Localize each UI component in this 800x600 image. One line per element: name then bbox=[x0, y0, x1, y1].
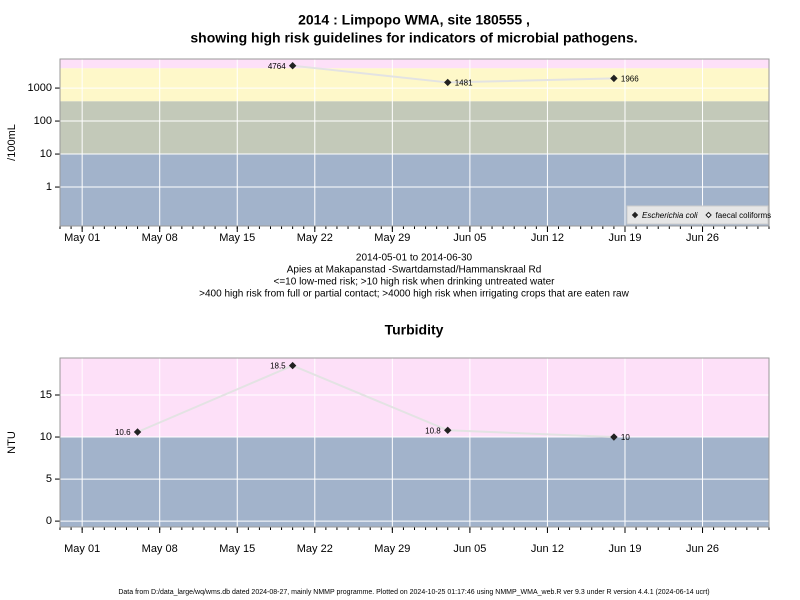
risk-band bbox=[60, 68, 769, 102]
legend-marker bbox=[705, 211, 712, 219]
annotation: <=10 low-med risk; >10 high risk when dr… bbox=[274, 277, 556, 288]
data-label: 1966 bbox=[621, 74, 639, 83]
y-tick-label: 1 bbox=[46, 181, 52, 193]
y-axis-label: /100mL bbox=[6, 124, 18, 161]
y-tick-label: 5 bbox=[46, 473, 52, 485]
plot-border bbox=[59, 58, 770, 227]
x-tick-label: May 08 bbox=[142, 543, 178, 555]
data-label: 10 bbox=[621, 433, 630, 442]
data-point bbox=[133, 428, 142, 436]
x-tick-label: Jun 19 bbox=[608, 232, 641, 244]
x-tick-label: Jun 05 bbox=[453, 232, 486, 244]
y-tick-label: 15 bbox=[40, 389, 52, 401]
risk-band bbox=[60, 437, 769, 527]
x-tick-label: May 15 bbox=[219, 232, 255, 244]
data-point bbox=[444, 426, 452, 435]
x-tick-label: May 08 bbox=[142, 232, 178, 244]
risk-band bbox=[60, 59, 769, 69]
legend-box bbox=[626, 205, 769, 225]
data-point bbox=[288, 61, 297, 70]
data-label: 1481 bbox=[455, 79, 473, 88]
risk-band bbox=[60, 358, 769, 438]
data-point bbox=[610, 433, 618, 441]
data-label: 10.8 bbox=[425, 426, 441, 435]
x-tick-label: Jun 05 bbox=[453, 543, 486, 555]
annotation: Apies at Makapanstad -Swartdamstad/Hamma… bbox=[287, 265, 542, 276]
legend-marker bbox=[631, 211, 639, 219]
x-tick-label: May 15 bbox=[219, 543, 255, 555]
legend-label: faecal coliforms bbox=[716, 211, 772, 220]
y-tick-label: 10 bbox=[40, 148, 52, 160]
x-tick-label: May 22 bbox=[297, 232, 333, 244]
annotation: 2014-05-01 to 2014-06-30 bbox=[356, 253, 473, 264]
y-tick-label: 10 bbox=[40, 431, 52, 443]
chart-title: Turbidity bbox=[385, 322, 444, 338]
annotation: >400 high risk from full or partial cont… bbox=[199, 289, 629, 300]
x-tick-label: Jun 12 bbox=[531, 543, 564, 555]
y-tick-label: 1000 bbox=[28, 82, 52, 94]
data-label: 18.5 bbox=[270, 362, 286, 371]
x-tick-label: Jun 19 bbox=[608, 543, 641, 555]
footer: Data from D:/data_large/wq/wms.db dated … bbox=[118, 589, 709, 596]
data-label: 4764 bbox=[268, 62, 286, 71]
data-point bbox=[288, 361, 297, 370]
y-axis-label: NTU bbox=[6, 431, 18, 454]
data-point bbox=[610, 74, 618, 83]
data-point bbox=[444, 78, 452, 87]
y-tick-label: 100 bbox=[34, 115, 52, 127]
x-tick-label: Jun 26 bbox=[686, 543, 719, 555]
y-tick-label: 0 bbox=[46, 515, 52, 527]
plot-border bbox=[59, 357, 770, 528]
x-tick-label: Jun 26 bbox=[686, 232, 719, 244]
x-tick-label: May 01 bbox=[64, 232, 100, 244]
series-line bbox=[137, 364, 614, 439]
chart-title: showing high risk guidelines for indicat… bbox=[190, 30, 637, 46]
data-label: 10.6 bbox=[115, 428, 131, 437]
risk-band bbox=[60, 101, 769, 155]
legend-label: Escherichia coli bbox=[642, 211, 698, 220]
x-tick-label: May 22 bbox=[297, 543, 333, 555]
x-tick-label: May 29 bbox=[374, 232, 410, 244]
x-tick-label: Jun 12 bbox=[531, 232, 564, 244]
x-tick-label: May 29 bbox=[374, 543, 410, 555]
x-tick-label: May 01 bbox=[64, 543, 100, 555]
chart-title: 2014 : Limpopo WMA, site 180555 , bbox=[298, 12, 530, 28]
